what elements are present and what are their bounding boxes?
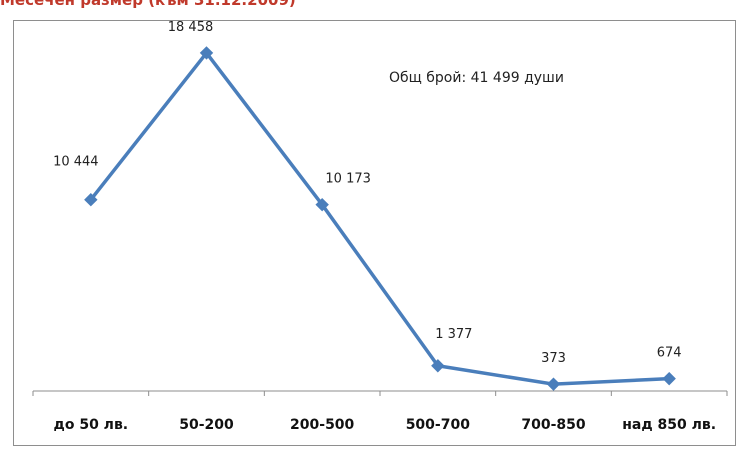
x-tick-label: 200-500 bbox=[290, 417, 355, 433]
data-label: 10 173 bbox=[325, 172, 371, 187]
x-tick-label: 500-700 bbox=[406, 417, 471, 433]
data-point-marker bbox=[546, 377, 561, 391]
data-label: 674 bbox=[657, 346, 682, 361]
data-point-marker bbox=[315, 197, 329, 212]
total-count-annotation: Общ брой: 41 499 души bbox=[389, 70, 564, 86]
data-label: 10 444 bbox=[53, 155, 99, 170]
chart-title: Месечен размер (към 31.12.2009) bbox=[0, 0, 296, 9]
data-label: 18 458 bbox=[168, 20, 214, 35]
data-label: 1 377 bbox=[435, 327, 472, 342]
data-point-marker bbox=[431, 359, 445, 373]
x-tick-label: над 850 лв. bbox=[622, 417, 716, 433]
x-tick-label: 50-200 bbox=[179, 417, 234, 433]
series-line bbox=[89, 51, 670, 386]
chart-frame bbox=[13, 20, 736, 446]
x-tick-label: 700-850 bbox=[521, 417, 586, 433]
data-point-marker bbox=[84, 193, 98, 207]
data-point-marker bbox=[199, 46, 214, 60]
x-tick-label: до 50 лв. bbox=[54, 417, 129, 433]
data-label: 373 bbox=[541, 351, 566, 366]
data-point-marker bbox=[662, 371, 676, 386]
